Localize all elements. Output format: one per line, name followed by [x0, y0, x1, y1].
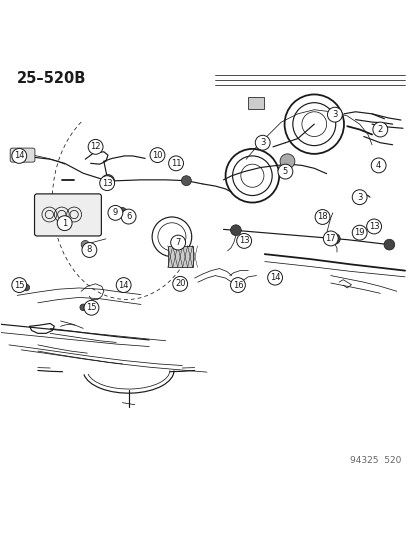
Text: 5: 5: [282, 167, 287, 176]
Text: 19: 19: [354, 228, 364, 237]
Circle shape: [88, 140, 103, 154]
Text: 14: 14: [14, 151, 24, 160]
Circle shape: [279, 154, 294, 169]
Circle shape: [181, 176, 191, 185]
Circle shape: [84, 300, 99, 315]
Circle shape: [236, 233, 251, 248]
Circle shape: [230, 278, 245, 293]
Circle shape: [323, 231, 337, 246]
Text: 15: 15: [14, 280, 24, 289]
Circle shape: [277, 164, 292, 179]
Text: 6: 6: [126, 212, 131, 221]
Circle shape: [372, 122, 387, 137]
Circle shape: [383, 239, 394, 250]
Circle shape: [118, 207, 126, 216]
FancyBboxPatch shape: [34, 194, 101, 236]
Text: 10: 10: [152, 151, 162, 159]
Circle shape: [57, 216, 72, 231]
Circle shape: [150, 148, 164, 163]
Text: 16: 16: [232, 280, 243, 289]
Text: 14: 14: [269, 273, 280, 282]
Text: 8: 8: [86, 246, 92, 254]
Text: 25–520B: 25–520B: [17, 70, 86, 85]
Text: 12: 12: [90, 142, 101, 151]
Circle shape: [101, 174, 114, 188]
Circle shape: [170, 235, 185, 250]
Text: 15: 15: [86, 303, 97, 312]
Circle shape: [351, 190, 366, 205]
Circle shape: [370, 158, 385, 173]
Bar: [167, 246, 192, 268]
Bar: [248, 96, 263, 109]
Circle shape: [82, 243, 97, 257]
Text: 20: 20: [175, 279, 185, 288]
Text: 3: 3: [331, 110, 337, 119]
Text: 11: 11: [171, 159, 181, 168]
Text: 3: 3: [259, 138, 265, 147]
Text: 4: 4: [375, 161, 380, 170]
Circle shape: [255, 135, 269, 150]
Text: 94325  520: 94325 520: [349, 456, 400, 465]
Circle shape: [230, 225, 241, 236]
Circle shape: [267, 270, 282, 285]
Circle shape: [366, 219, 381, 234]
Circle shape: [12, 278, 26, 293]
Text: 2: 2: [377, 125, 382, 134]
Text: 9: 9: [112, 208, 118, 217]
Circle shape: [12, 149, 26, 163]
Text: 13: 13: [102, 179, 112, 188]
Circle shape: [116, 278, 131, 293]
Text: 17: 17: [325, 234, 335, 243]
Text: 13: 13: [368, 222, 378, 231]
Circle shape: [329, 233, 339, 244]
Text: 13: 13: [238, 237, 249, 245]
Text: 18: 18: [316, 213, 327, 222]
Text: 7: 7: [175, 238, 180, 247]
Circle shape: [168, 156, 183, 171]
Circle shape: [351, 225, 366, 240]
Circle shape: [172, 277, 187, 291]
Circle shape: [23, 284, 29, 291]
Circle shape: [108, 205, 123, 220]
Circle shape: [327, 107, 342, 122]
Circle shape: [314, 209, 329, 224]
FancyBboxPatch shape: [10, 148, 35, 162]
Circle shape: [100, 176, 114, 191]
Text: 14: 14: [118, 280, 128, 289]
Text: 1: 1: [62, 219, 67, 228]
Circle shape: [80, 304, 86, 311]
Circle shape: [121, 209, 136, 224]
Circle shape: [81, 240, 89, 249]
Text: 3: 3: [356, 193, 361, 201]
